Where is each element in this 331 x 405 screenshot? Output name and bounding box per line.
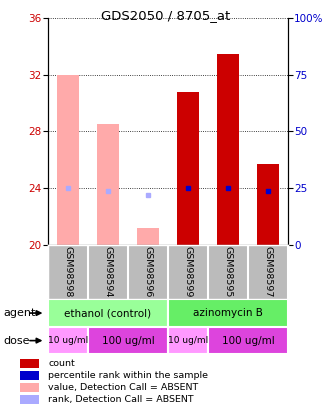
Bar <box>20 371 39 380</box>
Text: rank, Detection Call = ABSENT: rank, Detection Call = ABSENT <box>48 395 194 405</box>
Text: 10 ug/ml: 10 ug/ml <box>168 336 208 345</box>
Bar <box>217 53 239 245</box>
Text: 10 ug/ml: 10 ug/ml <box>48 336 88 345</box>
Text: GSM98599: GSM98599 <box>183 246 193 298</box>
Bar <box>97 124 119 245</box>
Bar <box>208 327 288 354</box>
Text: percentile rank within the sample: percentile rank within the sample <box>48 371 208 380</box>
Bar <box>257 164 279 245</box>
Text: GSM98598: GSM98598 <box>64 246 72 298</box>
Bar <box>168 299 288 327</box>
Bar <box>48 327 88 354</box>
Text: azinomycin B: azinomycin B <box>193 308 263 318</box>
Text: GSM98597: GSM98597 <box>263 246 272 298</box>
Bar <box>137 228 159 245</box>
Text: GDS2050 / 8705_at: GDS2050 / 8705_at <box>101 9 230 22</box>
Text: agent: agent <box>3 308 36 318</box>
Text: dose: dose <box>3 336 30 345</box>
Text: 100 ug/ml: 100 ug/ml <box>102 336 154 345</box>
Text: count: count <box>48 359 75 368</box>
Bar <box>20 395 39 405</box>
Bar <box>177 92 199 245</box>
Text: 100 ug/ml: 100 ug/ml <box>221 336 274 345</box>
Bar <box>168 327 208 354</box>
Bar <box>20 383 39 392</box>
Text: ethanol (control): ethanol (control) <box>65 308 152 318</box>
Text: GSM98594: GSM98594 <box>104 246 113 298</box>
Text: value, Detection Call = ABSENT: value, Detection Call = ABSENT <box>48 383 199 392</box>
Bar <box>57 75 79 245</box>
Text: GSM98595: GSM98595 <box>223 246 232 298</box>
Bar <box>20 359 39 368</box>
Bar <box>88 327 168 354</box>
Text: GSM98596: GSM98596 <box>143 246 153 298</box>
Bar <box>48 299 168 327</box>
